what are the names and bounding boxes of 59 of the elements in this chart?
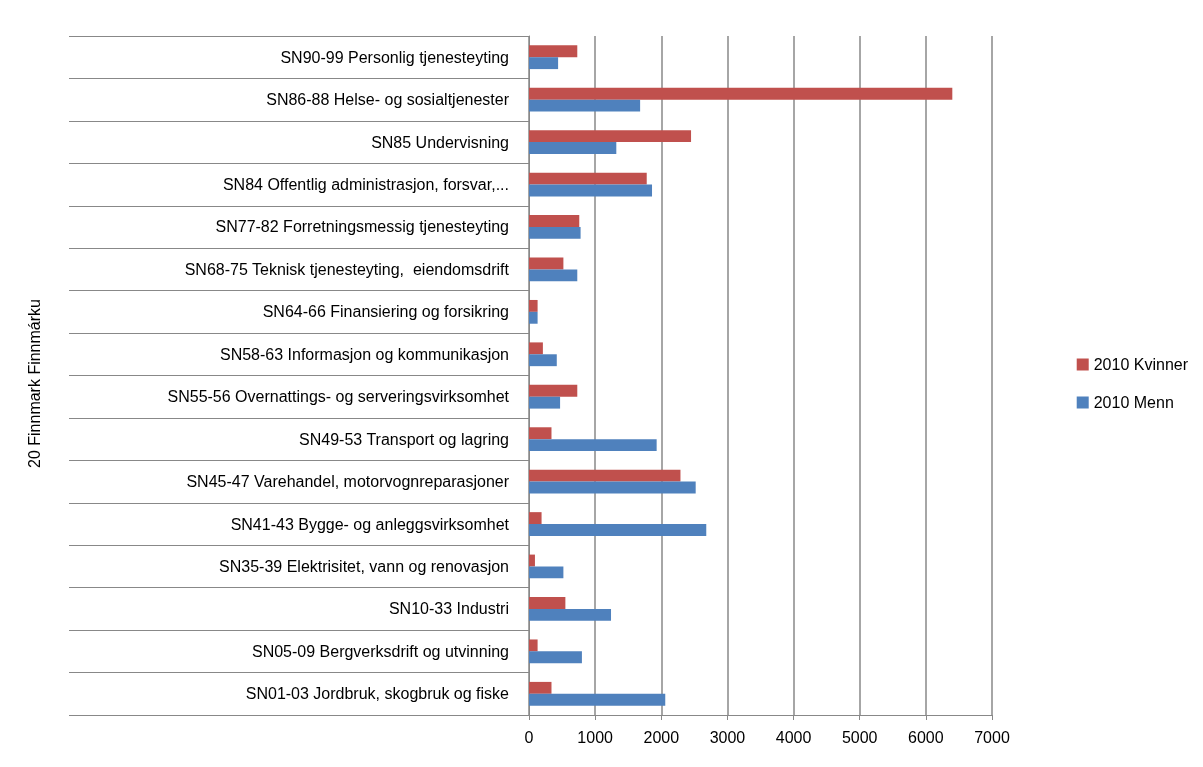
y-tick-label: SN41-43 Bygge- og anleggsvirksomhet	[230, 515, 510, 533]
y-tick-label: SN85 Undervisning	[371, 133, 509, 151]
y-tick-label: SN86-88 Helse- og sosialtjenester	[266, 91, 510, 109]
bar	[529, 554, 535, 567]
bar	[529, 512, 542, 525]
bar	[529, 651, 582, 664]
bar	[529, 384, 578, 397]
legend-label: 2010 Menn	[1093, 394, 1174, 411]
x-tick-label: 6000	[908, 728, 944, 746]
bar	[529, 57, 559, 70]
bar	[529, 184, 653, 197]
bar	[529, 681, 552, 694]
bar	[529, 693, 666, 706]
y-tick-label: SN64-66 Finansiering og forsikring	[262, 303, 509, 321]
bar	[529, 87, 953, 100]
bar	[529, 597, 566, 609]
bar	[529, 608, 612, 621]
y-tick-label: SN77-82 Forretningsmessig tjenesteyting	[215, 218, 509, 236]
bar	[529, 396, 561, 409]
y-tick-label: SN10-33 Industri	[388, 600, 509, 618]
bar	[529, 481, 696, 494]
bar	[529, 427, 552, 440]
x-tick-label: 4000	[775, 728, 812, 746]
y-tick-label: SN68-75 Teknisk tjenesteyting, eiendomsdrift	[184, 260, 510, 278]
bar	[529, 45, 578, 58]
y-tick-label: SN01-03 Jordbruk, skogbruk og fiske	[245, 685, 510, 703]
x-tick-label: 1000	[577, 728, 614, 746]
bar	[529, 566, 564, 579]
bar	[529, 354, 557, 367]
bar	[529, 469, 681, 482]
bar	[529, 215, 580, 227]
x-tick-label: 7000	[974, 728, 1010, 746]
x-tick-label: 3000	[709, 728, 746, 746]
x-tick-label: 0	[524, 728, 534, 746]
x-tick-label: 5000	[841, 728, 878, 746]
y-tick-label: SN35-39 Elektrisitet, vann og renovasjon	[219, 557, 509, 575]
y-tick-label: SN84 Offentlig administrasjon, forsvar,...	[222, 176, 509, 194]
bar	[529, 311, 538, 324]
y-tick-label: SN55-56 Overnattings- og serveringsvirksomhet	[167, 388, 510, 406]
legend-label: 2010 Kvinner	[1093, 356, 1189, 373]
bar	[529, 299, 538, 312]
y-tick-label: SN05-09 Bergverksdrift og utvinning	[251, 642, 509, 660]
bar	[529, 342, 543, 355]
y-tick-label: SN45-47 Varehandel, motorvognreparasjoner	[186, 473, 510, 491]
bar	[529, 257, 564, 270]
x-tick-label: 2000	[643, 728, 680, 746]
text: 20 Finnmark Finnmárku	[25, 299, 43, 468]
y-tick-label: SN90-99 Personlig tjenesteyting	[280, 48, 509, 66]
bar	[529, 524, 707, 536]
y-tick-label: SN58-63 Informasjon og kommunikasjon	[219, 345, 509, 363]
bar	[529, 142, 617, 154]
y-tick-label: SN49-53 Transport og lagring	[299, 430, 509, 448]
bar	[529, 130, 692, 143]
bar	[529, 226, 581, 239]
bar	[529, 269, 578, 282]
bar	[529, 99, 641, 112]
bar	[529, 439, 657, 452]
bar	[529, 172, 647, 185]
bar	[529, 639, 538, 652]
